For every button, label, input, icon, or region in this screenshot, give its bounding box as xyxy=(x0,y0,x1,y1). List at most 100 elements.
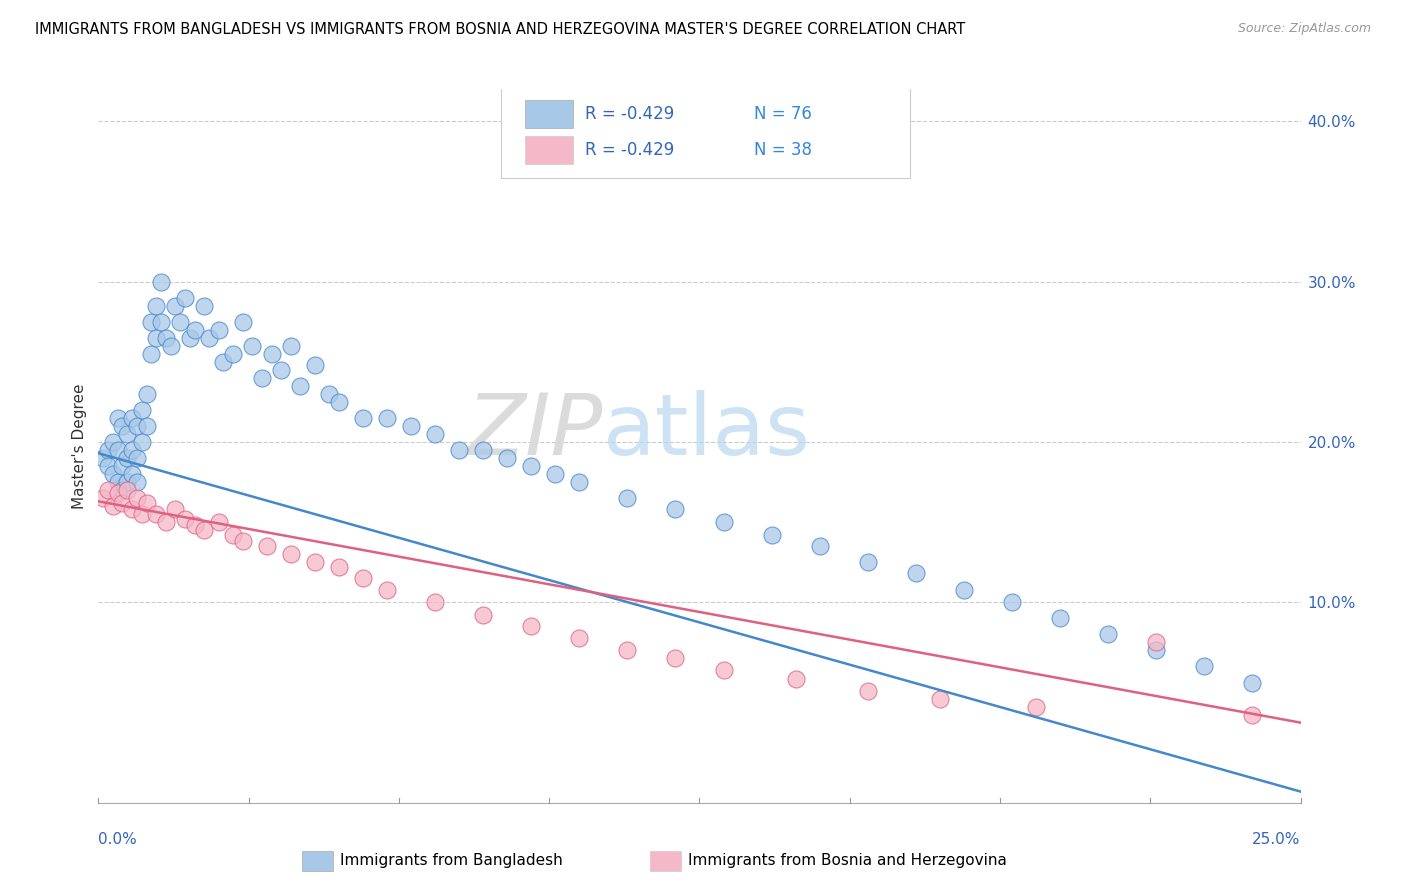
Point xyxy=(928,691,950,706)
Point xyxy=(125,475,148,489)
Point xyxy=(856,683,879,698)
Point xyxy=(174,512,197,526)
Point xyxy=(121,411,143,425)
Point xyxy=(250,371,273,385)
Text: 25.0%: 25.0% xyxy=(1253,831,1301,847)
Point xyxy=(375,411,398,425)
Point xyxy=(97,458,120,473)
Point xyxy=(222,347,245,361)
Point xyxy=(174,291,197,305)
FancyBboxPatch shape xyxy=(526,136,574,164)
Point xyxy=(107,486,129,500)
Point xyxy=(183,323,205,337)
Point xyxy=(256,539,278,553)
Text: R = -0.429: R = -0.429 xyxy=(585,105,675,123)
Point xyxy=(616,643,638,657)
Point xyxy=(198,331,221,345)
Point xyxy=(544,467,567,481)
Point xyxy=(179,331,201,345)
Point xyxy=(304,555,326,569)
Point xyxy=(1144,635,1167,649)
Point xyxy=(1025,699,1047,714)
Point xyxy=(616,491,638,505)
Text: 0.0%: 0.0% xyxy=(98,831,138,847)
Point xyxy=(107,475,129,489)
Point xyxy=(520,458,543,473)
Point xyxy=(101,499,124,513)
Point xyxy=(399,419,422,434)
Point xyxy=(111,496,134,510)
Point xyxy=(97,483,120,497)
Point xyxy=(117,427,139,442)
Point xyxy=(135,387,157,401)
Text: ZIP: ZIP xyxy=(467,390,603,474)
Text: IMMIGRANTS FROM BANGLADESH VS IMMIGRANTS FROM BOSNIA AND HERZEGOVINA MASTER'S DE: IMMIGRANTS FROM BANGLADESH VS IMMIGRANTS… xyxy=(35,22,966,37)
Text: Immigrants from Bosnia and Herzegovina: Immigrants from Bosnia and Herzegovina xyxy=(688,854,1007,868)
Y-axis label: Master's Degree: Master's Degree xyxy=(72,384,87,508)
Point xyxy=(856,555,879,569)
Point xyxy=(131,435,153,450)
Point xyxy=(149,275,172,289)
Point xyxy=(496,450,519,465)
Point xyxy=(328,395,350,409)
Point xyxy=(91,491,114,505)
Point xyxy=(125,450,148,465)
Point xyxy=(953,582,976,597)
Point xyxy=(280,339,302,353)
Point xyxy=(141,347,163,361)
Point xyxy=(135,419,157,434)
Point xyxy=(159,339,181,353)
Point xyxy=(761,528,783,542)
Text: Source: ZipAtlas.com: Source: ZipAtlas.com xyxy=(1237,22,1371,36)
FancyBboxPatch shape xyxy=(501,82,910,178)
Point xyxy=(183,518,205,533)
Point xyxy=(91,450,114,465)
Point xyxy=(1049,611,1071,625)
Point xyxy=(423,595,446,609)
Point xyxy=(149,315,172,329)
Point xyxy=(135,496,157,510)
Point xyxy=(1194,659,1216,673)
Point xyxy=(1001,595,1024,609)
Point xyxy=(145,299,167,313)
Point xyxy=(904,566,927,581)
Point xyxy=(568,631,591,645)
Point xyxy=(664,651,686,665)
Point xyxy=(145,331,167,345)
Point xyxy=(232,534,254,549)
Point xyxy=(125,419,148,434)
Point xyxy=(121,442,143,457)
Point xyxy=(165,502,187,516)
Point xyxy=(101,467,124,481)
Point xyxy=(1241,675,1264,690)
Point xyxy=(208,323,231,337)
Point xyxy=(165,299,187,313)
Point xyxy=(270,363,292,377)
Point xyxy=(1097,627,1119,641)
Point xyxy=(117,450,139,465)
Point xyxy=(193,299,215,313)
Point xyxy=(145,507,167,521)
Point xyxy=(107,442,129,457)
Text: atlas: atlas xyxy=(603,390,811,474)
Point xyxy=(111,483,134,497)
Point xyxy=(240,339,263,353)
Point xyxy=(713,663,735,677)
Point xyxy=(260,347,283,361)
Point xyxy=(713,515,735,529)
Point xyxy=(107,411,129,425)
Point xyxy=(193,523,215,537)
Point xyxy=(117,475,139,489)
Point xyxy=(328,560,350,574)
Point xyxy=(664,502,686,516)
Point xyxy=(304,358,326,372)
Point xyxy=(111,458,134,473)
Point xyxy=(121,502,143,516)
Text: N = 38: N = 38 xyxy=(754,141,811,159)
Point xyxy=(155,331,177,345)
Point xyxy=(232,315,254,329)
FancyBboxPatch shape xyxy=(526,100,574,128)
Point xyxy=(131,507,153,521)
Point xyxy=(97,442,120,457)
Point xyxy=(208,515,231,529)
